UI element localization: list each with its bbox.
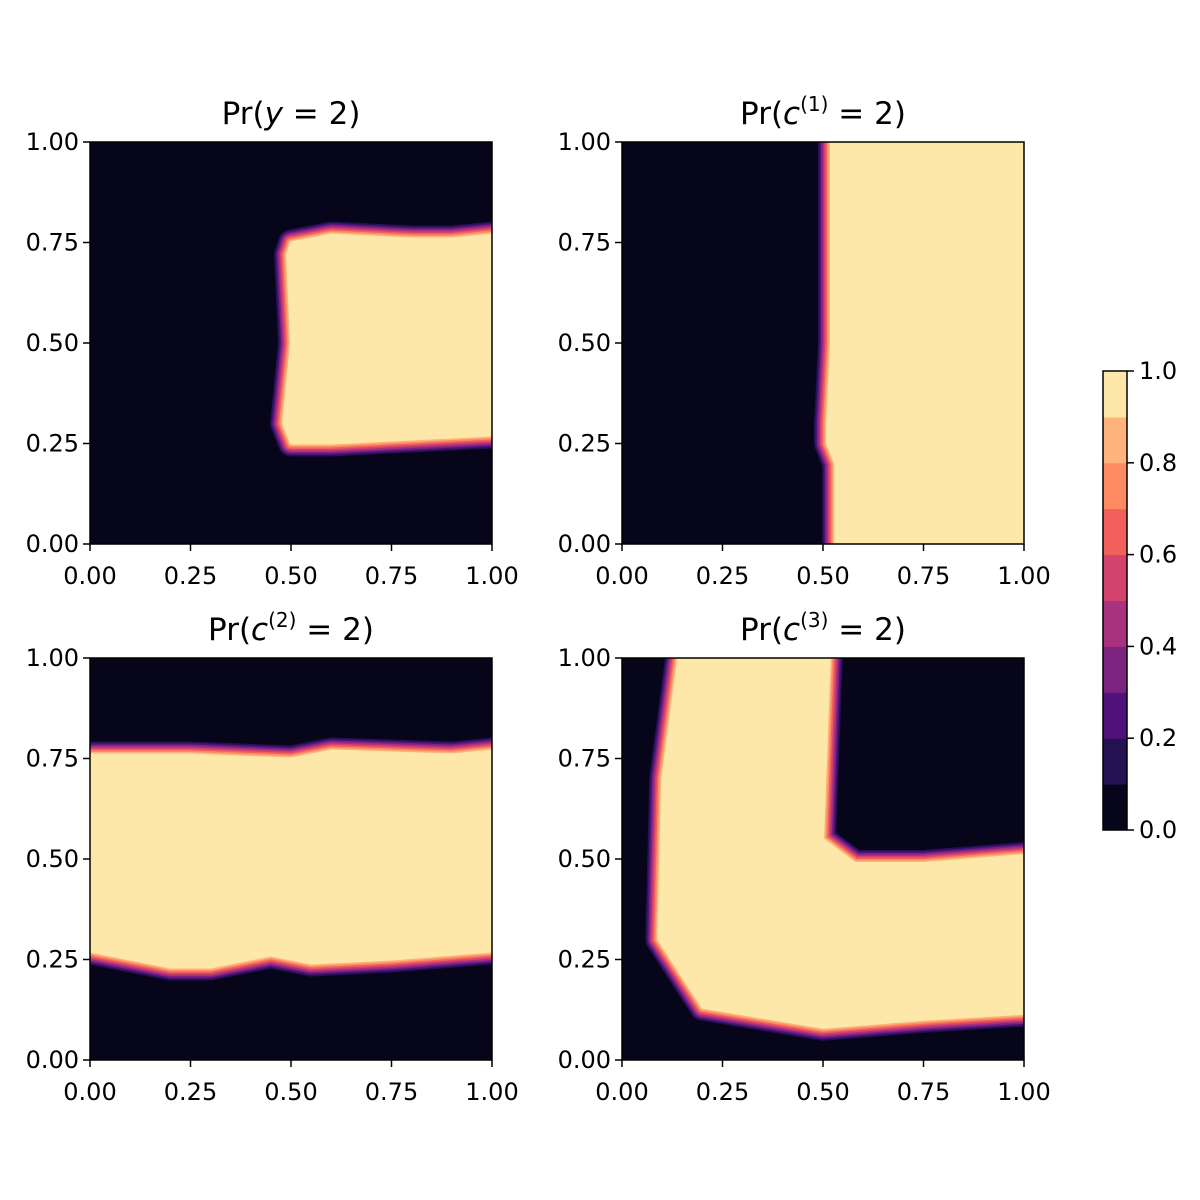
panel-title-0: Pr(y = 2) bbox=[222, 96, 361, 132]
y-tick-label: 0.50 bbox=[558, 845, 611, 873]
x-tick-label: 1.00 bbox=[465, 562, 518, 590]
colorbar-segment-2 bbox=[1103, 692, 1127, 739]
y-tick-label: 0.75 bbox=[26, 229, 79, 257]
x-tick-label: 0.00 bbox=[595, 1078, 648, 1106]
colorbar-tick-label: 0.8 bbox=[1139, 449, 1177, 477]
y-tick-label: 0.00 bbox=[558, 530, 611, 558]
colorbar-tick-label: 0.4 bbox=[1139, 632, 1177, 660]
contour-high-region bbox=[283, 234, 492, 444]
y-tick-label: 0.25 bbox=[558, 430, 611, 458]
y-tick-label: 0.25 bbox=[558, 946, 611, 974]
x-tick-label: 0.50 bbox=[264, 1078, 317, 1106]
y-tick-label: 1.00 bbox=[26, 128, 79, 156]
y-tick-label: 0.50 bbox=[26, 845, 79, 873]
contour-area bbox=[90, 658, 492, 1060]
y-tick-label: 1.00 bbox=[26, 644, 79, 672]
x-tick-label: 0.50 bbox=[264, 562, 317, 590]
contour-high-region bbox=[90, 750, 492, 968]
y-tick-label: 0.00 bbox=[26, 530, 79, 558]
panel-title-3: Pr(c(3) = 2) bbox=[740, 608, 906, 648]
colorbar-segment-3 bbox=[1103, 646, 1127, 693]
panel-title-2: Pr(c(2) = 2) bbox=[208, 608, 374, 648]
y-tick-label: 0.00 bbox=[26, 1046, 79, 1074]
y-tick-label: 1.00 bbox=[558, 128, 611, 156]
colorbar-segment-4 bbox=[1103, 600, 1127, 647]
colorbar-segment-7 bbox=[1103, 462, 1127, 510]
contour-high-region bbox=[658, 658, 1024, 1028]
y-tick-label: 0.75 bbox=[558, 229, 611, 257]
y-tick-label: 0.50 bbox=[26, 329, 79, 357]
colorbar-segment-9 bbox=[1103, 371, 1127, 418]
x-tick-label: 0.50 bbox=[796, 1078, 849, 1106]
y-tick-label: 0.50 bbox=[558, 329, 611, 357]
x-tick-label: 0.25 bbox=[164, 1078, 217, 1106]
contour-area bbox=[622, 658, 1024, 1060]
contour-area bbox=[90, 142, 492, 544]
colorbar-frame bbox=[1102, 370, 1128, 831]
colorbar-segment-0 bbox=[1103, 784, 1127, 831]
colorbar-segment-1 bbox=[1103, 738, 1127, 785]
y-tick-label: 0.25 bbox=[26, 946, 79, 974]
y-tick-label: 0.25 bbox=[26, 430, 79, 458]
subplot-1: 0.00 0.25 0.50 0.75 1.00 0.00 0.25 0.50 0.75 1.00… bbox=[558, 92, 1051, 590]
subplot-0: 0.00 0.25 0.50 0.75 1.00 0.00 0.25 0.50 0.75 1.00… bbox=[26, 96, 519, 590]
contour-area bbox=[622, 142, 1024, 544]
colorbar-segment-6 bbox=[1103, 508, 1127, 556]
x-tick-label: 0.25 bbox=[696, 562, 749, 590]
x-tick-label: 0.50 bbox=[796, 562, 849, 590]
y-tick-label: 1.00 bbox=[558, 644, 611, 672]
colorbar-segment-8 bbox=[1103, 416, 1127, 464]
y-tick-label: 0.00 bbox=[558, 1046, 611, 1074]
y-tick-label: 0.75 bbox=[26, 745, 79, 773]
x-tick-label: 1.00 bbox=[997, 562, 1050, 590]
x-tick-label: 0.75 bbox=[365, 562, 418, 590]
colorbar-tick-label: 0.6 bbox=[1139, 541, 1177, 569]
x-tick-label: 0.25 bbox=[696, 1078, 749, 1106]
x-tick-label: 1.00 bbox=[997, 1078, 1050, 1106]
colorbar: 0.0 0.2 0.4 0.6 0.8 1.0 bbox=[1102, 357, 1177, 844]
subplot-2: 0.00 0.25 0.50 0.75 1.00 0.00 0.25 0.50 0.75 1.00… bbox=[26, 608, 519, 1106]
x-tick-label: 0.00 bbox=[595, 562, 648, 590]
x-tick-label: 1.00 bbox=[465, 1078, 518, 1106]
colorbar-tick-label: 0.0 bbox=[1139, 816, 1177, 844]
colorbar-tick-label: 1.0 bbox=[1139, 357, 1177, 385]
x-tick-label: 0.75 bbox=[897, 562, 950, 590]
x-tick-label: 0.25 bbox=[164, 562, 217, 590]
colorbar-tick-label: 0.2 bbox=[1139, 724, 1177, 752]
x-tick-label: 0.00 bbox=[63, 1078, 116, 1106]
colorbar-segment-5 bbox=[1103, 554, 1127, 601]
y-tick-label: 0.75 bbox=[558, 745, 611, 773]
x-tick-label: 0.75 bbox=[365, 1078, 418, 1106]
x-tick-label: 0.75 bbox=[897, 1078, 950, 1106]
contour-high-region bbox=[827, 142, 1024, 544]
subplot-3: 0.00 0.25 0.50 0.75 1.00 0.00 0.25 0.50 0.75 1.00… bbox=[558, 608, 1051, 1106]
panel-title-1: Pr(c(1) = 2) bbox=[740, 92, 906, 132]
x-tick-label: 0.00 bbox=[63, 562, 116, 590]
